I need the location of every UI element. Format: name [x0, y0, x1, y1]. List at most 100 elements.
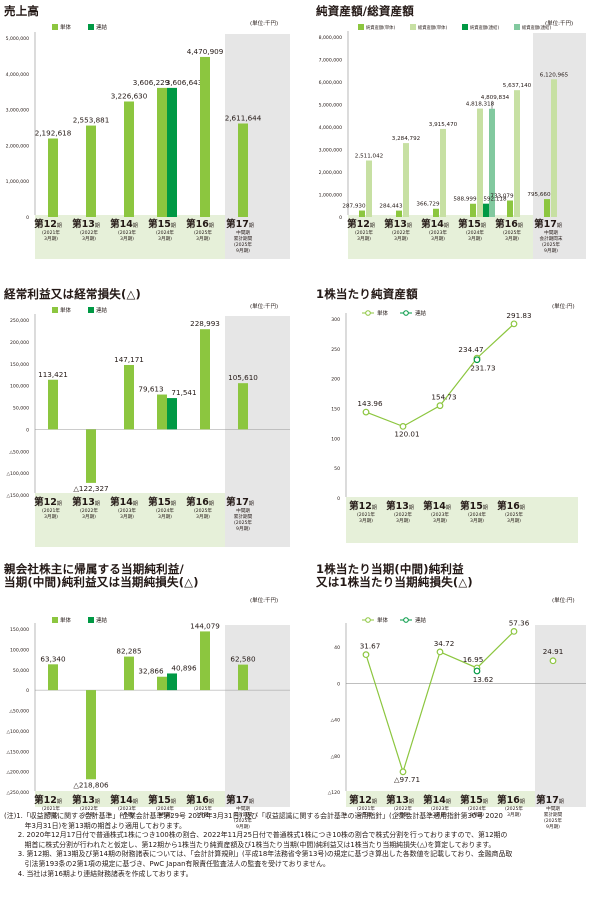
category-label-month: 3月期) [357, 236, 371, 242]
data-label: 105,610 [228, 373, 258, 382]
data-label: 4,809,834 [481, 95, 510, 101]
data-label: 2,611,644 [225, 114, 262, 123]
category-label-period: 第15期 [460, 500, 488, 512]
category-label-period: 第12期 [34, 496, 62, 508]
category-label-month: 3月期) [120, 514, 134, 520]
legend-label: 連結 [96, 306, 108, 314]
point-consol [473, 667, 481, 675]
data-label: 16.95 [463, 655, 484, 664]
bar-single [48, 664, 58, 691]
category-label-year: (2025年 [194, 507, 212, 514]
chart-eps: 1株当たり当期(中間)純利益 又は1株当たり当期純損失(△) (単位:円) 40… [316, 562, 588, 830]
data-label: 6,120,965 [540, 72, 569, 78]
bar-single [157, 676, 167, 691]
y-tick-label: △50,000 [9, 449, 29, 455]
unit-label: (単位:千円) [545, 21, 574, 27]
category-label-period: 第15期 [148, 218, 176, 230]
category-label-year: (2025年 [194, 805, 212, 812]
category-label-year: (2024年 [156, 805, 174, 812]
category-label-month: 3月期) [507, 812, 521, 818]
category-label-period: 第13期 [72, 496, 100, 508]
bar-single [86, 429, 96, 483]
bar-single [124, 656, 134, 691]
category-label-month: 3月期) [470, 812, 484, 818]
data-label: 3,226,630 [111, 91, 148, 100]
category-label-month: 3月期) [82, 236, 96, 242]
category-label-month: 3月期) [505, 236, 519, 242]
data-label: 2,553,881 [73, 116, 110, 125]
category-label-year: (2025年 [234, 817, 252, 824]
data-label: 63,340 [40, 654, 66, 663]
category-label-year: (2022年 [80, 229, 98, 236]
point-single [399, 422, 407, 430]
legend-label: 連結 [415, 616, 427, 624]
chart-svg: 8,000,000 7,000,000 6,000,000 5,000,000 4,00… [319, 24, 586, 259]
bar-single [238, 123, 248, 217]
data-label: 154.73 [431, 393, 456, 402]
data-label: 57.36 [509, 618, 530, 627]
category-label-period: 第16期 [497, 794, 525, 806]
category-label-year: (2025年 [234, 241, 252, 248]
category-label-period: 第17期 [226, 218, 254, 230]
category-label-month: 9月期) [236, 824, 250, 830]
footnotes: (注)1.「収益認識に関する会計基準」(企業会計基準第29号 2020年3月31… [4, 812, 590, 879]
point-single [436, 648, 444, 656]
y-tick-label: 250 [331, 347, 340, 353]
category-label-cumulative: 累計期間 [544, 811, 563, 818]
category-label-period: 第15期 [148, 496, 176, 508]
legend-marker [365, 617, 371, 623]
y-tick-label: 5,000,000 [6, 36, 29, 42]
category-label-period: 第17期 [226, 794, 254, 806]
legend-swatch [88, 307, 94, 313]
data-label: 143.96 [357, 399, 383, 408]
chart-net-income: 親会社株主に帰属する当期純利益/ 当期(中間)純利益又は当期純損失(△) (単位… [4, 563, 294, 830]
footnote-line: (注)1.「収益認識に関する会計基準」(企業会計基準第29号 2020年3月31… [4, 812, 503, 820]
data-label: 40,896 [171, 663, 197, 672]
category-label-year: (2025年 [542, 241, 560, 248]
unit-label: (単位:円) [552, 598, 575, 604]
bar-net-assets-single [507, 200, 513, 217]
bar-single [238, 664, 248, 691]
unit-label: (単位:千円) [250, 598, 279, 604]
category-label-period: 第17期 [226, 496, 254, 508]
category-label-month: 3月期) [120, 236, 134, 242]
legend-label: 純資産額(連結) [470, 24, 499, 31]
category-label-cumulative: 累計期間 [234, 513, 253, 520]
y-tick-label: 50 [334, 466, 340, 472]
bar-single [157, 87, 167, 217]
data-label: 231.73 [470, 364, 495, 373]
category-label-month: 3月期) [433, 518, 447, 524]
data-label: 3,606,643 [166, 78, 203, 87]
chart-title: 1株当たり当期(中間)純利益 又は1株当たり当期純損失(△) [316, 562, 473, 589]
bar-single [200, 329, 210, 430]
point-single [362, 408, 370, 416]
bar-net-assets-single [544, 199, 550, 217]
bar-total-assets-single [477, 108, 483, 217]
y-tick-label: 3,000,000 [6, 108, 29, 114]
point-single [399, 768, 407, 776]
y-tick-label: 50,000 [13, 406, 29, 412]
category-label-month: 3月期) [196, 514, 210, 520]
bar-single [48, 138, 58, 217]
interim-period-shade [535, 625, 586, 807]
bar-consol [167, 673, 177, 691]
category-label-month: 3月期) [470, 518, 484, 524]
y-tick-label: 100,000 [10, 384, 29, 390]
data-label: △218,806 [73, 780, 109, 789]
bar-total-assets-single [514, 90, 520, 217]
data-label: 2,192,618 [35, 129, 72, 138]
y-tick-label: 8,000,000 [319, 35, 342, 41]
category-label-year: (2025年 [503, 229, 521, 236]
category-axis-band [346, 497, 578, 543]
data-label: 79,613 [138, 385, 163, 394]
data-label: 733,079 [490, 194, 514, 200]
line-series-single [365, 323, 515, 428]
unit-label: (単位:千円) [250, 304, 279, 310]
data-label: 284,443 [379, 204, 403, 210]
category-label-year: (2023年 [118, 805, 136, 812]
category-label-month: 3月期) [431, 236, 445, 242]
y-tick-label: 5,000,000 [319, 103, 342, 109]
y-tick-label: △250,000 [6, 790, 29, 796]
